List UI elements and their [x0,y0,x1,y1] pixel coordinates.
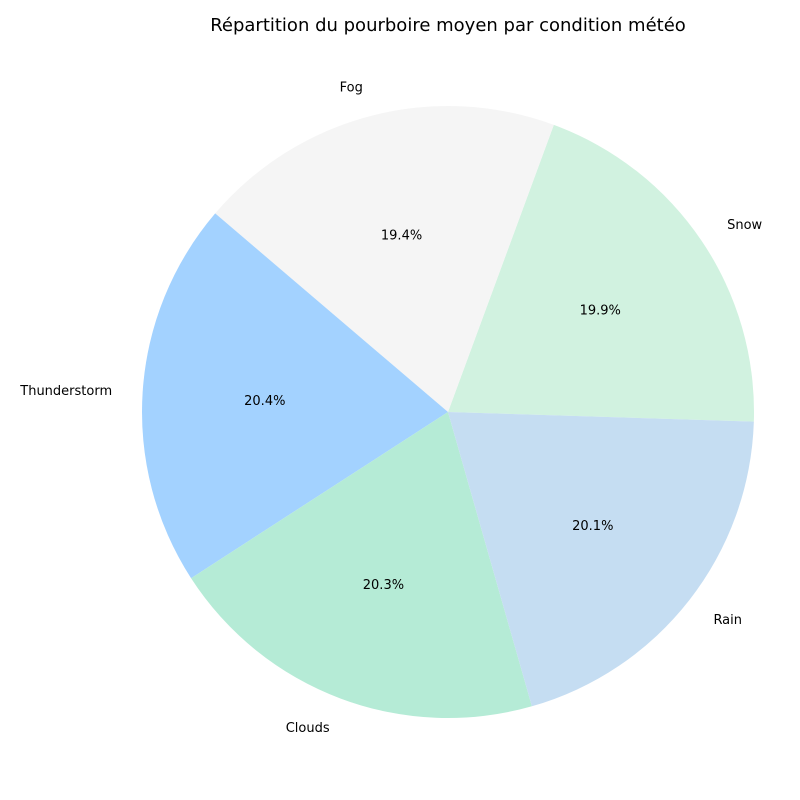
slice-label-thunderstorm: Thunderstorm [19,384,112,399]
slice-percent-snow: 19.9% [580,303,621,318]
pie-slice-rain [448,412,754,707]
pie-slices [141,106,754,718]
slice-label-fog: Fog [340,80,363,95]
slice-percent-fog: 19.4% [381,228,422,243]
slice-label-rain: Rain [713,613,742,628]
slice-percent-thunderstorm: 20.4% [244,394,285,409]
pie-slice-fog [215,106,554,413]
slice-label-clouds: Clouds [286,721,330,736]
pie-slice-snow [448,124,754,422]
pie-slice-clouds [191,412,532,718]
slice-label-snow: Snow [727,218,762,233]
pie-labels: Snow 19.9% Fog 19.4% Thunderstorm 20.4% Clouds… [19,80,762,736]
chart-title: Répartition du pourboire moyen par condi… [210,15,686,36]
slice-percent-rain: 20.1% [572,519,613,534]
slice-percent-clouds: 20.3% [363,578,404,593]
pie-slice-thunderstorm [141,213,448,579]
